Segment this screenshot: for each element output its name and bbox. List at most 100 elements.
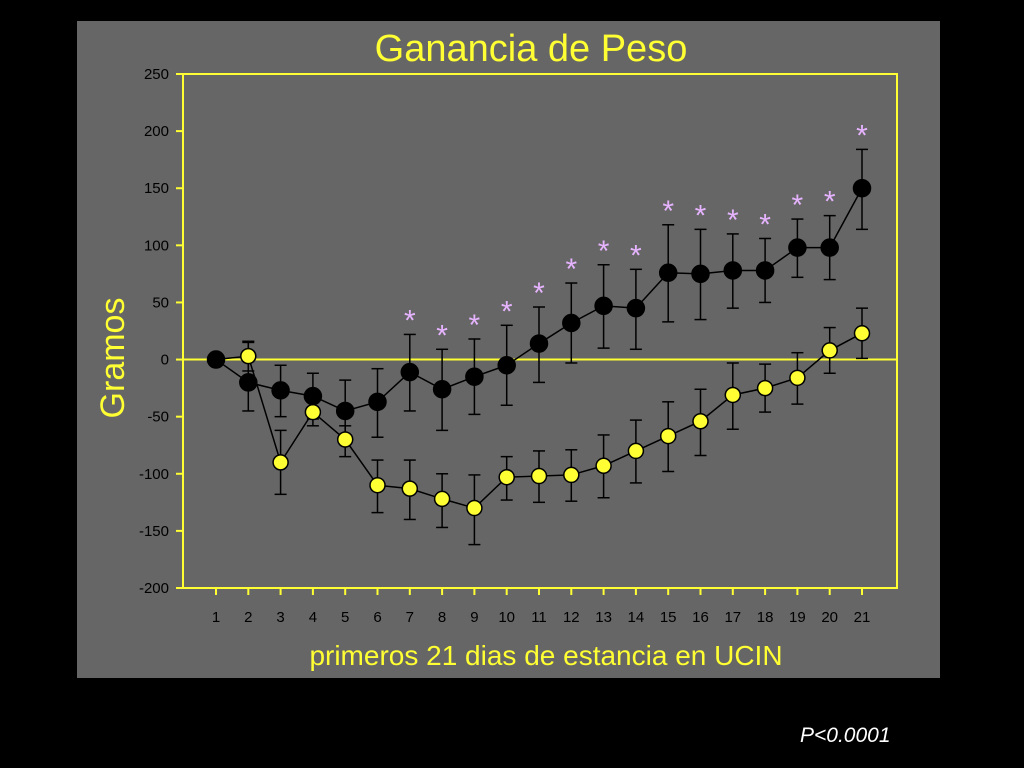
significance-star: * [436,319,448,352]
data-point-1 [465,367,484,386]
x-tick-label: 17 [724,609,741,626]
data-point-1 [562,313,581,333]
x-tick-label: 15 [660,609,677,626]
data-point-1 [271,381,290,400]
data-point-2 [789,369,806,387]
data-point-1 [723,261,743,280]
x-tick-label: 5 [341,609,349,626]
data-point-1 [529,334,549,353]
data-point-2 [369,476,386,494]
x-tick-label: 19 [789,609,806,626]
data-point-1 [626,298,646,318]
x-tick-label: 20 [821,609,838,626]
chart-title: Ganancia de Peso [375,28,688,70]
data-point-1 [206,350,226,369]
data-point-1 [303,386,323,406]
y-tick-label: 100 [144,237,169,254]
data-point-1 [788,238,807,257]
x-axis-label: primeros 21 dias de estancia en UCIN [309,640,782,671]
data-point-1 [691,264,710,284]
data-point-1 [755,261,775,280]
x-tick-label: 13 [595,609,612,626]
data-point-2 [821,342,838,359]
x-tick-label: 4 [309,609,317,626]
data-point-2 [272,454,289,471]
data-point-2 [530,467,548,485]
data-point-2 [692,412,709,430]
data-point-1 [594,296,613,316]
significance-star: * [501,295,513,328]
data-point-2 [724,386,742,404]
weight-gain-chart: Ganancia de Peso 250 200 150 100 50 0 -50 -100 -… [94,28,898,671]
significance-star: * [469,309,481,342]
data-point-2 [401,480,419,497]
x-tick-label: 9 [470,609,478,626]
x-tick-label: 16 [692,609,709,626]
error-bars [242,148,868,546]
x-tick-label: 1 [212,609,220,626]
x-tick-label: 14 [628,609,645,626]
data-point-1 [658,263,678,282]
data-point-1 [400,362,420,382]
data-point-2 [659,427,677,445]
chart-panel: Ganancia de Peso 250 200 150 100 50 0 -50 -100 -… [77,21,940,678]
significance-star: * [824,186,836,219]
x-tick-label: 2 [244,609,252,626]
data-point-2 [563,466,580,484]
y-tick-label: 0 [161,352,169,369]
x-axis-ticks: 1 2 3 4 5 6 7 8 9 10 11 12 13 14 15 16 17 18 19 20 21 [212,588,871,626]
significance-star: * [792,189,804,222]
x-tick-label: 21 [854,609,871,626]
x-tick-label: 10 [498,609,515,626]
data-point-2 [627,442,645,460]
significance-star: * [630,239,642,272]
data-point-1 [239,373,258,392]
y-axis-label: Gramos [94,298,132,419]
data-point-2 [853,325,871,342]
significance-star: * [662,195,674,228]
y-tick-label: -200 [139,580,169,597]
data-point-1 [335,401,355,421]
data-point-2 [433,490,451,508]
p-value-footnote: P<0.0001 [800,724,891,747]
data-point-1 [852,178,872,198]
data-point-2 [756,379,774,397]
y-tick-label: 250 [144,66,169,83]
y-tick-label: -50 [147,409,169,426]
y-tick-label: 50 [152,294,169,311]
y-tick-label: -150 [139,523,169,540]
significance-star: * [727,204,739,237]
data-point-2 [595,457,612,475]
x-tick-label: 11 [531,609,547,626]
x-tick-label: 6 [373,609,381,626]
data-point-1 [432,380,452,399]
data-point-2 [336,431,354,448]
significance-star: * [856,119,868,152]
plot-border [182,73,898,589]
x-tick-label: 12 [563,609,580,626]
data-point-2 [466,499,483,517]
significance-star: * [533,277,545,310]
significance-star: * [404,304,416,337]
x-tick-label: 7 [406,609,414,626]
data-point-1 [368,392,387,412]
data-point-2 [498,468,515,486]
significance-star: * [598,235,610,268]
significance-star: * [695,199,707,232]
y-tick-label: 200 [144,123,169,140]
y-axis-ticks: 250 200 150 100 50 0 -50 -100 -150 -200 [139,66,183,597]
data-point-2 [304,403,322,421]
data-point-2 [240,347,257,365]
y-tick-label: -100 [139,466,169,483]
x-tick-label: 8 [438,609,446,626]
x-tick-label: 3 [276,609,284,626]
data-point-1 [497,356,516,375]
significance-markers: * * * * * * * * * * * * * * * [404,119,868,352]
plot-frame [182,73,898,589]
significance-star: * [759,208,771,241]
y-tick-label: 150 [144,180,169,197]
data-point-1 [820,238,839,257]
significance-star: * [565,253,577,286]
series-points [206,178,872,517]
